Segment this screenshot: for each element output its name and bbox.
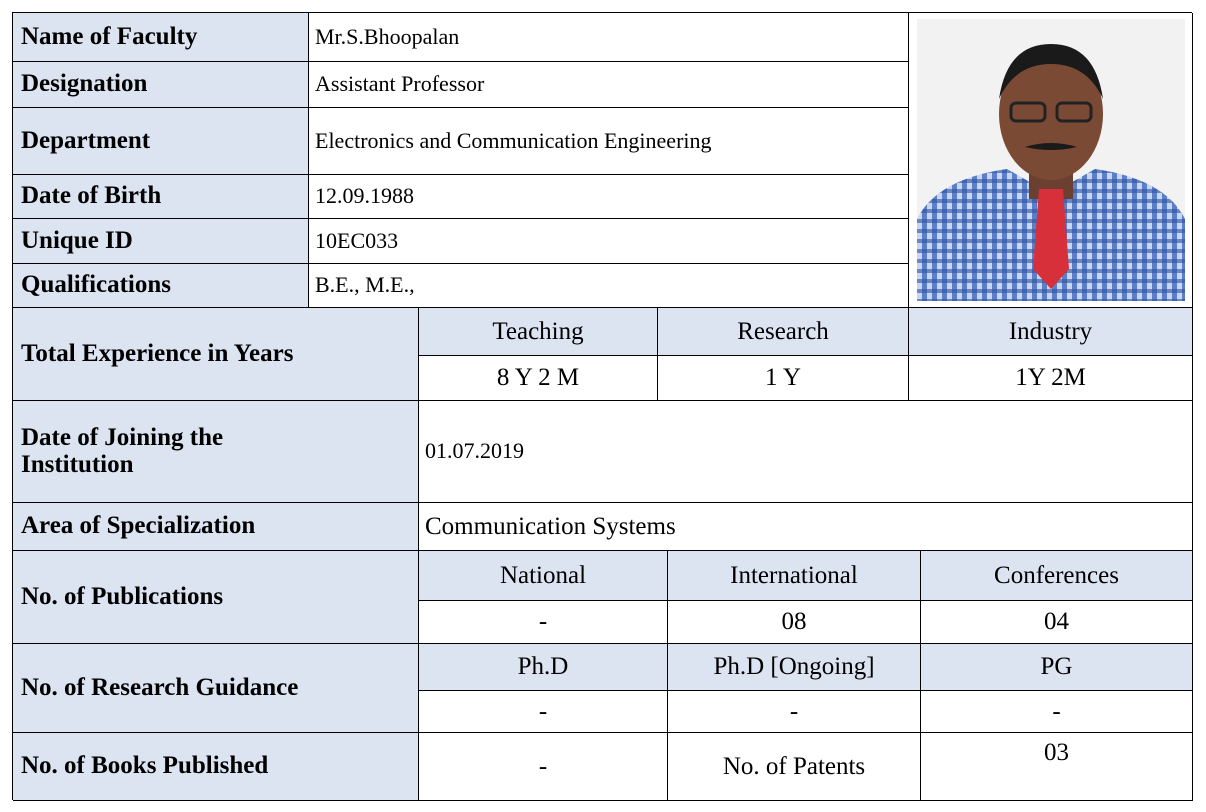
field-value: Mr.S.Bhoopalan xyxy=(309,13,909,62)
field-value: Communication Systems xyxy=(419,503,1193,551)
sub-header: PG xyxy=(921,644,1193,691)
field-label: Area of Specialization xyxy=(13,503,419,551)
field-value: 10EC033 xyxy=(309,219,909,264)
field-label: Date of Joining the Institution xyxy=(13,401,419,503)
sub-value: 08 xyxy=(668,601,921,644)
photo-cell xyxy=(909,13,1193,308)
sub-value: 04 xyxy=(921,601,1193,644)
sub-value-text: 1 Y xyxy=(765,364,801,391)
field-label-text: Total Experience in Years xyxy=(21,339,294,367)
field-label-text: Date of Joining the Institution xyxy=(21,424,224,478)
patents-label-text: No. of Patents xyxy=(722,752,866,780)
sub-header-text: PG xyxy=(1040,653,1073,680)
patents-label: No. of Patents xyxy=(668,733,921,801)
field-label: Department xyxy=(13,108,309,175)
field-value-text: Electronics and Communication Engineerin… xyxy=(315,127,712,153)
sub-value-text: - xyxy=(789,697,799,725)
sub-value: - xyxy=(921,691,1193,733)
sub-value: 8 Y 2 M xyxy=(419,356,658,401)
field-label: Qualifications xyxy=(13,264,309,308)
field-label-text: No. of Books Published xyxy=(21,752,269,780)
sub-value-text: 04 xyxy=(1044,608,1069,635)
sub-header-text: International xyxy=(730,561,858,589)
sub-header-text: Ph.D xyxy=(517,653,569,680)
field-label: Designation xyxy=(13,62,309,108)
sub-header-text: Ph.D [Ongoing] xyxy=(713,653,875,680)
sub-header: Conferences xyxy=(921,551,1193,601)
field-label: No. of Publications xyxy=(13,551,419,644)
sub-header: Teaching xyxy=(419,308,658,356)
field-value: Electronics and Communication Engineerin… xyxy=(309,108,909,175)
sub-value-text: 1Y 2M xyxy=(1015,364,1086,391)
field-label: No. of Research Guidance xyxy=(13,644,419,733)
field-value: 12.09.1988 xyxy=(309,175,909,219)
field-label: Unique ID xyxy=(13,219,309,264)
field-label: Total Experience in Years xyxy=(13,308,419,401)
sub-header: Industry xyxy=(909,308,1193,356)
field-label-text: Area of Specialization xyxy=(21,512,256,540)
sub-value-text: 08 xyxy=(781,608,807,635)
sub-header: Ph.D xyxy=(419,644,668,691)
profile-table: Name of Faculty Mr.S.Bhoopalan Designation… xyxy=(12,12,1193,801)
sub-header: International xyxy=(668,551,921,601)
sub-value-text: 8 Y 2 M xyxy=(496,364,580,391)
sub-value-text: - xyxy=(538,608,548,635)
sub-value: - xyxy=(419,691,668,733)
field-label-text: Qualifications xyxy=(21,271,172,299)
sub-value: 1 Y xyxy=(658,356,909,401)
sub-header: Ph.D [Ongoing] xyxy=(668,644,921,691)
sub-value-text: - xyxy=(538,697,548,725)
faculty-photo xyxy=(916,19,1185,301)
field-label-text: No. of Publications xyxy=(21,582,224,610)
field-label-text: Date of Birth xyxy=(21,182,162,210)
sub-value: - xyxy=(419,601,668,644)
field-label: Name of Faculty xyxy=(13,13,309,62)
patents-value-text: 03 xyxy=(1044,739,1069,766)
field-value-text: Assistant Professor xyxy=(315,71,485,97)
field-value: 01.07.2019 xyxy=(419,401,1193,503)
field-value-text: 12.09.1988 xyxy=(315,183,414,209)
field-value-text: Communication Systems xyxy=(425,512,676,540)
sub-value: - xyxy=(668,691,921,733)
field-label-text: No. of Research Guidance xyxy=(21,673,299,701)
sub-header: Research xyxy=(658,308,909,356)
field-label: Date of Birth xyxy=(13,175,309,219)
field-label-text: Designation xyxy=(21,70,148,98)
sub-header-text: Industry xyxy=(1008,317,1093,345)
field-value: - xyxy=(419,733,668,801)
field-value-text: 10EC033 xyxy=(315,227,399,253)
field-value-text: Mr.S.Bhoopalan xyxy=(315,23,460,49)
field-label-text: Name of Faculty xyxy=(21,22,198,50)
field-label: No. of Books Published xyxy=(13,733,419,801)
field-label-text: Unique ID xyxy=(21,226,133,254)
sub-value-text: - xyxy=(1052,697,1061,725)
sub-header-text: Research xyxy=(737,317,829,345)
field-label-text: Department xyxy=(21,126,151,154)
field-value: B.E., M.E., xyxy=(309,264,909,308)
sub-header-text: Teaching xyxy=(492,317,584,345)
sub-header: National xyxy=(419,551,668,601)
patents-value: 03 xyxy=(921,733,1193,801)
sub-value: 1Y 2M xyxy=(909,356,1193,401)
field-value-text: B.E., M.E., xyxy=(315,272,415,298)
field-value-text: 01.07.2019 xyxy=(425,438,524,464)
field-value: Assistant Professor xyxy=(309,62,909,108)
sub-header-text: Conferences xyxy=(994,561,1119,589)
field-value-text: - xyxy=(538,752,548,780)
sub-header-text: National xyxy=(499,561,587,589)
